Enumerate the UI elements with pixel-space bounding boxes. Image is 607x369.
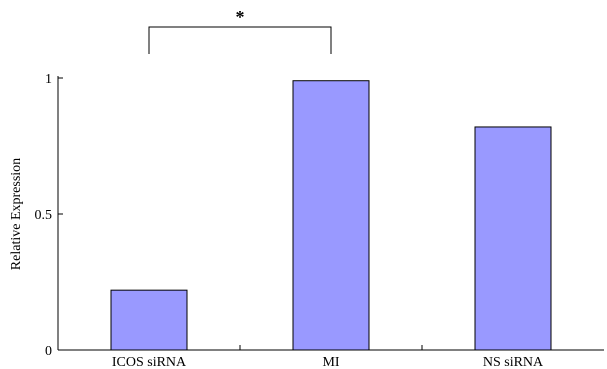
significance-bracket [148,26,332,54]
y-tick-label: 0.5 [35,208,53,223]
axes-layer [57,76,604,351]
bars-layer [110,80,552,351]
x-ticks: ICOS siRNA MI NS siRNA [112,345,544,369]
x-tick-label: MI [322,355,339,369]
y-axis-label: Relative Expression [9,158,24,270]
bar-icos-sirna [110,289,188,351]
bar-ns-sirna [474,126,552,351]
x-tick-label: ICOS siRNA [112,355,187,369]
significance-star: * [236,7,245,27]
y-tick-label: 0 [45,344,52,359]
annotation-layer: * [148,7,332,54]
x-tick-label: NS siRNA [483,355,544,369]
y-ticks: 00.51 [35,72,63,359]
bar-mi [292,80,370,351]
y-tick-label: 1 [45,72,52,87]
